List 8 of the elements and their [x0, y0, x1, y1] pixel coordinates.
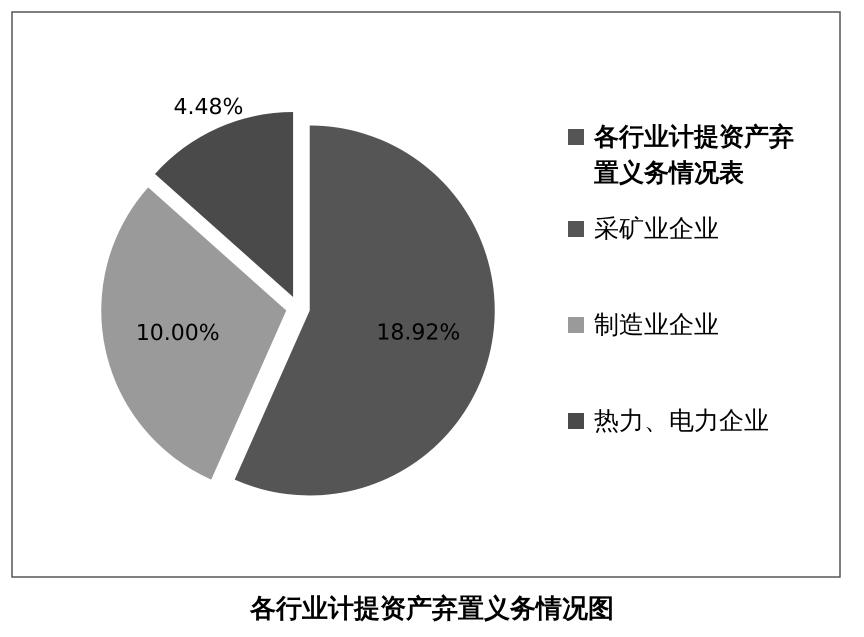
text: 各行业计提资产弃置义务情况图 [249, 594, 614, 624]
data-label: 10.00% [136, 320, 220, 346]
legend-title: 各行业计提资产弃置义务情况表 [593, 122, 794, 187]
data-label: 4.48% [173, 95, 244, 120]
legend-label: 热力、电力企业 [594, 406, 769, 435]
legend-label: 采矿业企业 [594, 214, 719, 243]
data-label: 18.92% [376, 320, 460, 346]
legend-label: 制造业企业 [594, 310, 719, 339]
